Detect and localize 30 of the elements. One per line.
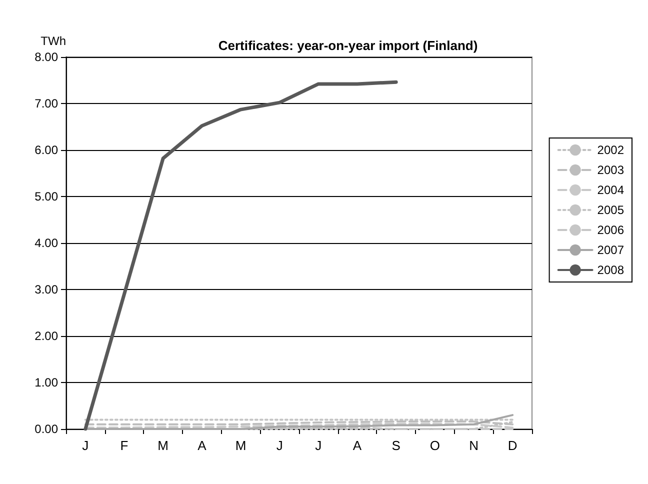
y-tick-label: 0.00 (34, 422, 58, 436)
y-tick-label: 3.00 (34, 282, 58, 296)
x-tick-label: J (82, 438, 89, 453)
y-axis-title: TWh (40, 34, 66, 48)
x-tick-label: A (352, 438, 362, 453)
x-tick-label: D (508, 438, 518, 453)
chart-title: Certificates: year-on-year import (Finland) (218, 38, 478, 53)
y-tick-label: 8.00 (34, 50, 58, 64)
x-tick-label: A (198, 438, 207, 453)
legend-label: 2003 (597, 163, 624, 177)
y-tick-label: 2.00 (34, 329, 58, 343)
x-tick-label: J (315, 438, 322, 453)
x-tick-label: J (276, 438, 283, 453)
y-tick-label: 5.00 (34, 190, 58, 204)
x-tick-label: M (235, 438, 246, 453)
x-tick-label: N (469, 438, 478, 453)
y-tick-label: 7.00 (34, 96, 58, 110)
x-tick-label: S (392, 438, 401, 453)
y-tick-label: 1.00 (34, 376, 58, 390)
legend-label: 2008 (597, 263, 624, 277)
legend-label: 2004 (597, 183, 624, 197)
y-tick-label: 4.00 (34, 236, 58, 250)
x-tick-label: F (120, 438, 128, 453)
legend-label: 2007 (597, 243, 624, 257)
x-tick-label: M (158, 438, 169, 453)
x-tick-label: O (430, 438, 440, 453)
legend-label: 2005 (597, 203, 624, 217)
y-tick-label: 6.00 (34, 143, 58, 157)
legend-label: 2006 (597, 223, 624, 237)
legend-label: 2002 (597, 143, 624, 157)
